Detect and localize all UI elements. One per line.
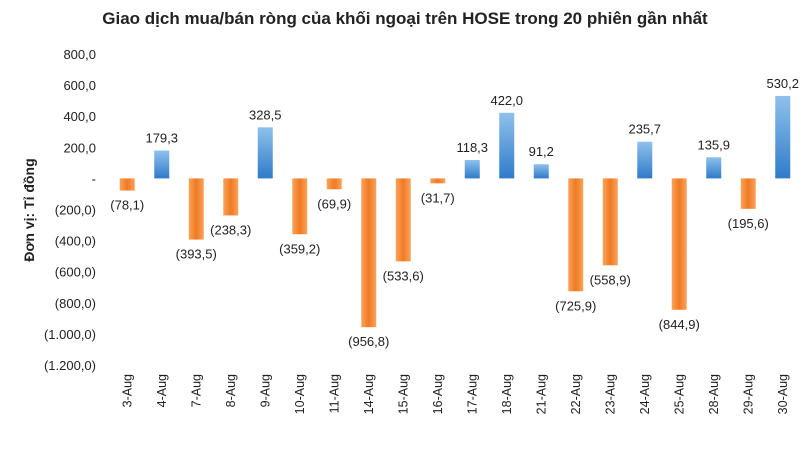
y-tick-label: (600,0)	[55, 265, 96, 280]
bar-7-Aug	[188, 178, 204, 240]
bars-group	[119, 95, 791, 328]
y-tick-label: 200,0	[63, 140, 96, 155]
data-label: (69,9)	[317, 196, 351, 211]
bar-14-Aug	[361, 178, 377, 328]
bar-23-Aug	[602, 178, 618, 266]
y-tick-label: 600,0	[63, 78, 96, 93]
y-tick-label: (800,0)	[55, 296, 96, 311]
x-tick-label: 16-Aug	[431, 374, 445, 414]
data-label: 530,2	[766, 76, 799, 91]
y-axis: 800,0 600,0 400,0 200,0 - (200,0) (400,0) (600,…	[44, 47, 96, 373]
y-tick-label: 800,0	[63, 47, 96, 62]
x-tick-label: 25-Aug	[672, 374, 686, 414]
data-label: (725,9)	[555, 298, 596, 313]
bar-4-Aug	[154, 150, 170, 179]
data-label: (558,9)	[590, 272, 631, 287]
bar-18-Aug	[499, 112, 515, 179]
bar-3-Aug	[119, 178, 135, 191]
x-tick-label: 11-Aug	[327, 374, 341, 413]
x-tick-label: 28-Aug	[707, 374, 721, 414]
bar-29-Aug	[740, 178, 756, 209]
bar-24-Aug	[637, 141, 653, 179]
bar-25-Aug	[671, 178, 687, 310]
x-tick-label: 9-Aug	[258, 374, 272, 407]
data-label: (533,6)	[383, 268, 424, 283]
data-label: (393,5)	[176, 247, 217, 262]
x-tick-label: 10-Aug	[293, 374, 307, 414]
y-tick-label: (400,0)	[55, 234, 96, 249]
data-label: 91,2	[529, 144, 554, 159]
data-label: (31,7)	[421, 190, 455, 205]
chart-title: Giao dịch mua/bán ròng của khối ngoại tr…	[102, 9, 708, 28]
bar-16-Aug	[430, 178, 446, 184]
x-tick-label: 18-Aug	[500, 374, 514, 414]
data-label: (78,1)	[110, 198, 144, 213]
x-tick-label: 29-Aug	[741, 374, 755, 414]
y-axis-label: Đơn vị: Tỉ đồng	[21, 158, 37, 261]
x-tick-label: 30-Aug	[776, 374, 790, 414]
bar-22-Aug	[568, 178, 584, 292]
x-tick-label: 14-Aug	[362, 374, 376, 414]
bar-17-Aug	[464, 160, 480, 179]
data-label: (238,3)	[210, 222, 251, 237]
bar-8-Aug	[223, 178, 239, 216]
x-tick-label: 15-Aug	[396, 374, 410, 414]
bar-9-Aug	[257, 127, 273, 179]
bar-30-Aug	[775, 95, 791, 179]
x-tick-label: 7-Aug	[189, 374, 203, 407]
x-tick-label: 23-Aug	[603, 374, 617, 414]
y-tick-label: (1.000,0)	[44, 327, 96, 342]
data-label: (195,6)	[728, 216, 769, 231]
bar-21-Aug	[533, 164, 549, 179]
x-tick-label: 24-Aug	[638, 374, 652, 414]
data-label: (956,8)	[348, 334, 389, 349]
y-tick-label: (1.200,0)	[44, 358, 96, 373]
data-label: 118,3	[456, 140, 488, 155]
data-label: 135,9	[697, 137, 730, 152]
x-axis: 3-Aug 4-Aug 7-Aug 8-Aug 9-Aug 10-Aug 11-Aug 14-…	[120, 374, 790, 414]
bar-10-Aug	[292, 178, 308, 235]
x-tick-label: 4-Aug	[155, 374, 169, 407]
bar-11-Aug	[326, 178, 342, 190]
data-label: 235,7	[628, 122, 661, 137]
data-label: 422,0	[490, 93, 523, 108]
x-tick-label: 3-Aug	[120, 374, 134, 407]
y-tick-label: -	[92, 171, 96, 186]
data-label: (359,2)	[279, 241, 320, 256]
data-labels-group: (78,1) 179,3 (393,5) (238,3) 328,5 (359,2) (69…	[110, 76, 799, 349]
bar-15-Aug	[395, 178, 411, 262]
y-tick-label: (200,0)	[55, 203, 96, 218]
x-tick-label: 8-Aug	[224, 374, 238, 407]
bar-28-Aug	[706, 157, 722, 179]
x-tick-label: 22-Aug	[569, 374, 583, 414]
data-label: (844,9)	[659, 317, 700, 332]
x-tick-label: 17-Aug	[465, 374, 479, 414]
data-label: 328,5	[249, 107, 282, 122]
y-tick-label: 400,0	[63, 109, 96, 124]
data-label: 179,3	[145, 131, 178, 146]
x-tick-label: 21-Aug	[534, 374, 548, 414]
